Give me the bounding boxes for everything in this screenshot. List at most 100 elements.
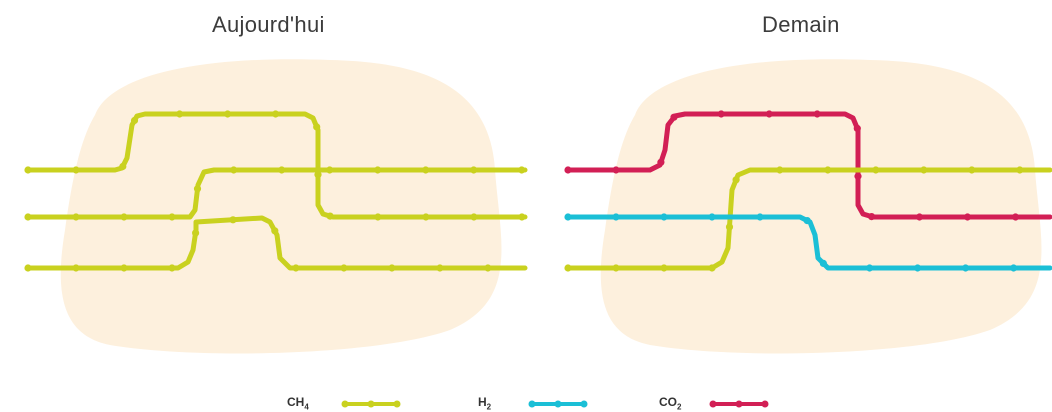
pipe-joint-dot bbox=[72, 213, 80, 221]
pipe-joint-dot bbox=[24, 166, 32, 174]
pipe-joint-dot bbox=[192, 229, 200, 237]
pipe-joint-dot bbox=[72, 166, 80, 174]
pipe-joint-dot bbox=[803, 217, 811, 225]
pipe-joint-dot bbox=[612, 264, 620, 272]
pipe-joint-dot bbox=[484, 264, 492, 272]
pipe-joint-dot bbox=[708, 213, 716, 221]
pipe-joint-dot bbox=[518, 166, 526, 174]
pipe-joint-dot bbox=[292, 264, 300, 272]
pipe-joint-dot bbox=[326, 166, 334, 174]
pipe-joint-dot bbox=[374, 213, 382, 221]
pipe-joint-dot bbox=[612, 166, 620, 174]
pipe-joint-dot bbox=[72, 264, 80, 272]
pipe-joint-dot bbox=[854, 172, 862, 180]
pipe-joint-dot bbox=[756, 213, 764, 221]
legend-item-h2: H2 bbox=[478, 395, 491, 411]
pipe-joint-dot bbox=[670, 113, 678, 121]
pipe-joint-dot bbox=[660, 264, 668, 272]
pipe-joint-dot bbox=[388, 264, 396, 272]
legend-item-ch4: CH4 bbox=[287, 395, 309, 411]
pipe-joint-dot bbox=[824, 166, 832, 174]
pipe-joint-dot bbox=[914, 264, 922, 272]
pipe-joint-dot bbox=[708, 264, 716, 272]
pipe-joint-dot bbox=[340, 264, 348, 272]
pipe-joint-dot bbox=[660, 213, 668, 221]
pipe-joint-dot bbox=[436, 264, 444, 272]
pipe-joint-dot bbox=[120, 213, 128, 221]
legend-label-co2-sub: 2 bbox=[677, 402, 682, 412]
pipe-joint-dot bbox=[278, 166, 286, 174]
today-pipe-bottom-ch4 bbox=[25, 215, 528, 271]
pipe-joint-dot bbox=[920, 166, 928, 174]
legend-label-ch4-base: CH bbox=[287, 395, 305, 409]
pipe-joint-dot bbox=[564, 264, 572, 272]
pipe-joint-dot bbox=[717, 110, 725, 118]
legend-swatch-ch4-dot bbox=[341, 400, 349, 408]
legend-label-h2-sub: 2 bbox=[486, 402, 492, 412]
region-blob-today bbox=[60, 59, 502, 354]
pipe-joint-dot bbox=[374, 166, 382, 174]
legend-swatch-co2-dot bbox=[735, 400, 743, 408]
legend-swatch-ch4-dot bbox=[393, 400, 401, 408]
pipe-joint-dot bbox=[470, 166, 478, 174]
legend-label-h2-base: H bbox=[478, 395, 487, 409]
pipe-joint-dot bbox=[119, 162, 127, 171]
pipe-joint-dot bbox=[176, 110, 184, 118]
pipe-joint-dot bbox=[168, 264, 176, 272]
pipe-joint-dot bbox=[657, 158, 665, 166]
pipe-joint-dot bbox=[1010, 264, 1018, 272]
tomorrow-pipe-bottom-h2 bbox=[565, 214, 1052, 271]
pipe-joint-dot bbox=[813, 110, 821, 118]
legend-label-ch4-sub: 4 bbox=[304, 402, 309, 412]
today-pipe-middle-ch4 bbox=[25, 167, 528, 220]
legend-label-co2-base: CO bbox=[659, 395, 677, 409]
pipe-joint-dot bbox=[422, 213, 430, 221]
legend-swatch-ch4-dot bbox=[367, 400, 375, 408]
pipe-joint-dot bbox=[224, 110, 232, 118]
pipe-joint-dot bbox=[120, 264, 128, 272]
pipe-joint-dot bbox=[168, 213, 176, 221]
pipe-joint-dot bbox=[915, 213, 924, 221]
pipe-joint-dot bbox=[271, 227, 279, 235]
pipe-joint-dot bbox=[963, 213, 972, 221]
pipe-joint-dot bbox=[612, 213, 620, 221]
pipe-joint-dot bbox=[272, 110, 280, 118]
pipe-joint-dot bbox=[872, 166, 880, 174]
pipe-joint-dot bbox=[564, 213, 572, 221]
legend-swatch-h2-dot bbox=[580, 400, 588, 408]
pipe-joint-dot bbox=[422, 166, 430, 174]
pipe-joint-dot bbox=[193, 185, 202, 193]
pipe-joint-dot bbox=[868, 213, 876, 221]
legend-item-co2: CO2 bbox=[659, 395, 681, 411]
pipe-joint-dot bbox=[732, 176, 740, 184]
pipe-joint-dot bbox=[24, 213, 32, 221]
legend-swatch-co2-dot bbox=[761, 400, 769, 408]
pipe-joint-dot bbox=[470, 213, 478, 221]
pipe-joint-dot bbox=[866, 264, 874, 272]
pipe-joint-dot bbox=[962, 264, 970, 272]
pipe-joint-dot bbox=[24, 264, 32, 272]
pipe-joint-dot bbox=[326, 212, 334, 220]
pipe-joint-dot bbox=[765, 110, 773, 118]
pipe-joint-dot bbox=[229, 216, 237, 224]
legend-swatch-h2-dot bbox=[554, 400, 562, 408]
pipe-joint-dot bbox=[968, 166, 976, 174]
pipe-joint-dot bbox=[819, 259, 828, 267]
pipe-joint-dot bbox=[853, 124, 861, 132]
pipe-joint-dot bbox=[130, 116, 139, 125]
pipe-joint-dot bbox=[313, 123, 321, 131]
panel-title-today: Aujourd'hui bbox=[212, 12, 325, 37]
legend-swatch-h2-dot bbox=[528, 400, 536, 408]
pipe-joint-dot bbox=[1016, 166, 1024, 174]
pipe-joint-dot bbox=[314, 171, 322, 179]
legend-swatch-co2-dot bbox=[709, 400, 717, 408]
pipe-joint-dot bbox=[776, 166, 784, 174]
pipe-joint-dot bbox=[1011, 213, 1020, 221]
legend-swatches bbox=[341, 400, 769, 408]
panel-title-tomorrow: Demain bbox=[762, 12, 840, 37]
pipe-joint-dot bbox=[230, 166, 238, 174]
region-blob-tomorrow bbox=[600, 59, 1042, 354]
pipe-joint-dot bbox=[518, 213, 526, 221]
pipe-joint-dot bbox=[725, 223, 734, 231]
